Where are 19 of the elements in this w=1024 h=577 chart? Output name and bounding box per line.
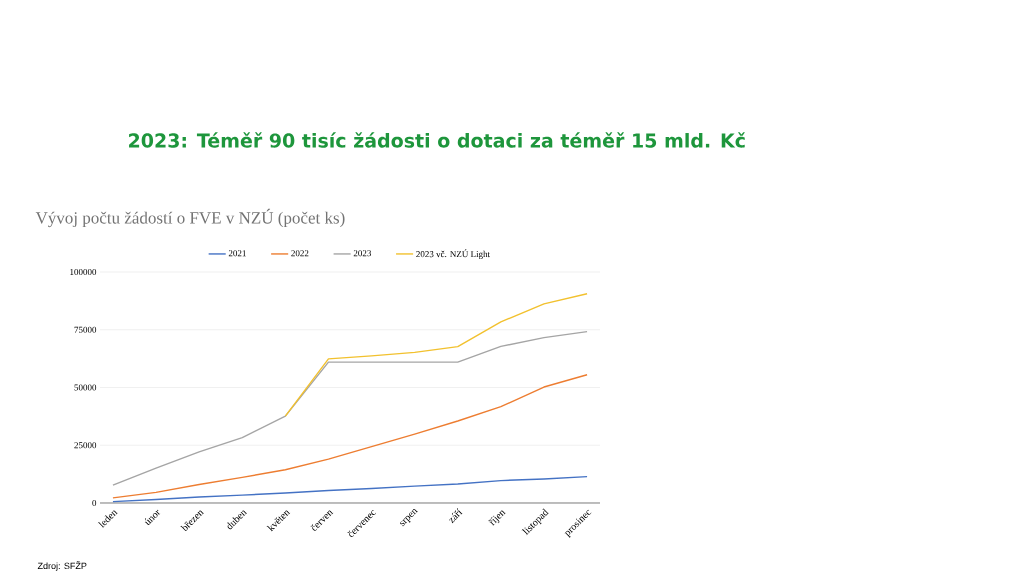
y-tick-label: 0 <box>92 499 97 507</box>
chart-subtitle: Vývoj počtu žádostí o FVE v NZÚ (počet ks) <box>35 208 345 228</box>
y-tick-label: 50000 <box>74 384 97 391</box>
x-tick-label: srpen <box>400 508 418 527</box>
text: Zdroj: SFŽP <box>37 561 87 571</box>
legend-label: 2023 <box>353 250 372 257</box>
y-tick-label: 75000 <box>74 326 97 333</box>
y-tick-label: 25000 <box>74 442 97 449</box>
x-tick-label: říjen <box>487 510 506 526</box>
x-tick-label: září <box>449 508 463 524</box>
legend-label: 2023 vč. NZÚ Light <box>416 249 491 259</box>
line-series <box>284 293 588 417</box>
line-series <box>112 374 588 499</box>
x-tick-label: únor <box>144 509 161 525</box>
legend-label: 2021 <box>228 250 246 257</box>
chart-title: 2023: Téměř 90 tisíc žádosti o dotaci za téměř 15 mld. Kč <box>129 132 745 148</box>
line-series <box>112 475 588 503</box>
y-tick-label: 100000 <box>70 268 97 276</box>
legend-label: 2022 <box>291 250 309 257</box>
